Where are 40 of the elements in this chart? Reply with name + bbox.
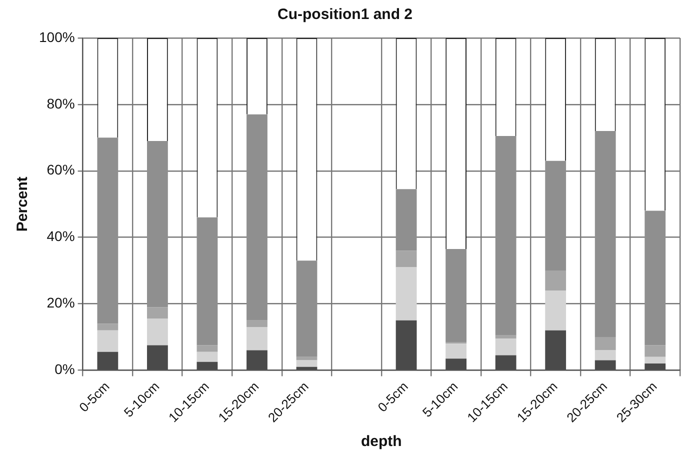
bar bbox=[594, 131, 616, 337]
bar bbox=[495, 136, 516, 336]
bar bbox=[644, 345, 666, 357]
bar bbox=[545, 270, 566, 290]
bar bbox=[594, 336, 616, 350]
bar bbox=[396, 267, 417, 320]
y-tick-label: 100% bbox=[38, 28, 75, 45]
x-axis-title: depth bbox=[360, 433, 402, 450]
bar bbox=[196, 217, 218, 346]
y-tick-label: 80% bbox=[46, 95, 75, 112]
bar bbox=[196, 345, 218, 352]
bar bbox=[446, 344, 467, 359]
bar bbox=[147, 307, 168, 319]
bar bbox=[97, 330, 118, 352]
bar bbox=[396, 250, 417, 268]
y-tick-label: 20% bbox=[46, 294, 75, 311]
bar bbox=[97, 324, 118, 330]
bar bbox=[545, 290, 566, 330]
bar bbox=[296, 260, 318, 357]
bar bbox=[147, 140, 168, 308]
bar bbox=[296, 360, 318, 367]
bar bbox=[246, 114, 268, 320]
bar bbox=[147, 318, 168, 346]
y-axis-title: Percent bbox=[14, 176, 32, 232]
bar bbox=[495, 335, 516, 339]
bar bbox=[396, 189, 417, 251]
chart-title: Cu-position1 and 2 bbox=[278, 6, 412, 24]
bar bbox=[644, 210, 666, 346]
bar bbox=[196, 352, 218, 362]
bar bbox=[644, 356, 666, 364]
bar bbox=[246, 320, 268, 328]
bar bbox=[446, 248, 467, 342]
bar bbox=[495, 338, 516, 356]
y-tick-label: 0% bbox=[54, 361, 75, 378]
bar bbox=[246, 327, 268, 350]
bar bbox=[594, 350, 616, 360]
y-tick-label: 40% bbox=[46, 228, 75, 244]
bar bbox=[97, 138, 118, 324]
y-tick-label: 60% bbox=[46, 162, 75, 178]
bar bbox=[545, 160, 566, 271]
